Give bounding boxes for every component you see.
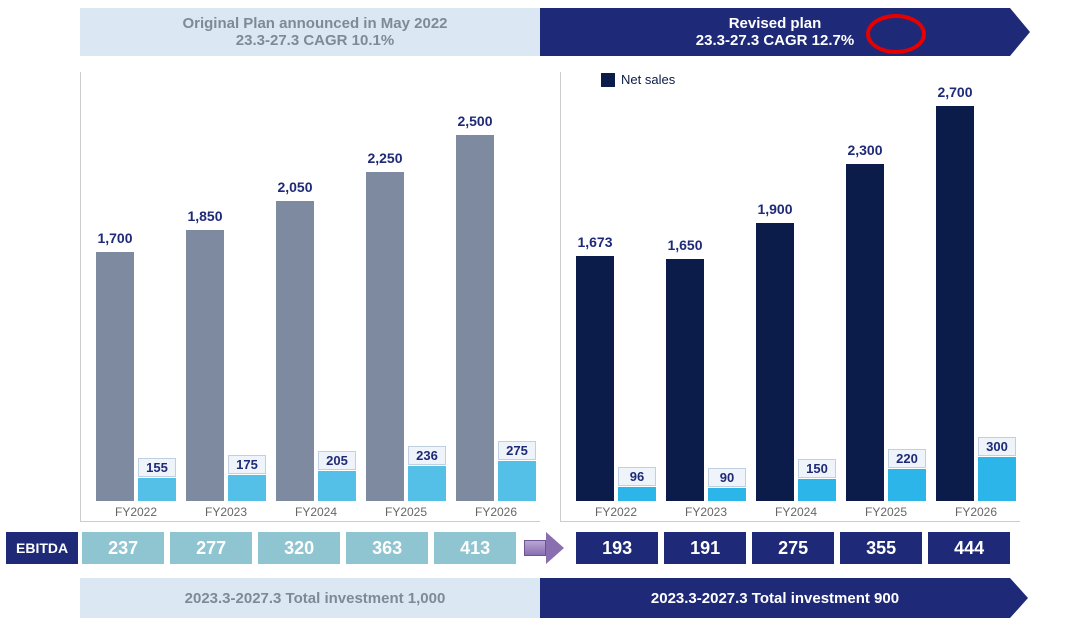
chart-revised: Net sales 1,673961,650901,9001502,300220… [560,72,1020,522]
bar-group: 2,300220 [846,164,926,501]
ebitda-original-cells: 237277320363413 [82,532,516,564]
bar-value-label: 2,300 [846,142,884,158]
xaxis-label: FY2025 [366,505,446,519]
xaxis-label: FY2022 [576,505,656,519]
bar-op: 175 [228,475,266,501]
bar-value-label: 275 [498,441,536,460]
arrow-right-icon [524,532,564,564]
xaxis-label: FY2026 [456,505,536,519]
ebitda-cell: 193 [576,532,658,564]
bar-value-label: 2,250 [366,150,404,166]
footer-original-text: 2023.3-2027.3 Total investment 1,000 [185,590,446,607]
bar-value-label: 1,650 [666,237,704,253]
bar-value-label: 2,700 [936,84,974,100]
xaxis-label: FY2022 [96,505,176,519]
ebitda-revised-cells: 193191275355444 [576,532,1010,564]
chart-original-area: 1,7001551,8501752,0502052,2502362,500275 [81,91,540,501]
bar-group: 2,050205 [276,201,356,501]
xaxis-label: FY2025 [846,505,926,519]
legend-swatch-icon [601,73,615,87]
chart-revised-area: 1,673961,650901,9001502,3002202,700300 [561,91,1020,501]
header-row: Original Plan announced in May 2022 23.3… [80,8,1020,56]
bar-op: 150 [798,479,836,501]
footer-revised-text: 2023.3-2027.3 Total investment 900 [651,590,899,607]
bar-value-label: 2,500 [456,113,494,129]
bar-netsales: 1,700 [96,252,134,501]
bar-value-label: 175 [228,455,266,474]
xaxis-label: FY2023 [186,505,266,519]
xaxis-label: FY2024 [276,505,356,519]
ebitda-cell: 237 [82,532,164,564]
header-revised-line2: 23.3-27.3 CAGR 12.7% [696,32,854,49]
ebitda-label: EBITDA [6,532,78,564]
chart-original: 1,7001551,8501752,0502052,2502362,500275… [80,72,540,522]
header-revised-line1: Revised plan [729,15,822,32]
bar-op: 300 [978,457,1016,501]
bar-op: 275 [498,461,536,501]
bar-op: 90 [708,488,746,501]
bar-op: 96 [618,487,656,501]
bar-value-label: 1,900 [756,201,794,217]
legend-label: Net sales [621,72,675,87]
bar-group: 2,500275 [456,135,536,501]
bar-netsales: 1,850 [186,230,224,501]
highlight-circle-icon [866,14,926,54]
bar-group: 1,850175 [186,230,266,501]
ebitda-cell: 320 [258,532,340,564]
ebitda-cell: 355 [840,532,922,564]
charts-row: 1,7001551,8501752,0502052,2502362,500275… [80,72,1020,522]
bar-netsales: 1,900 [756,223,794,501]
ebitda-cell: 444 [928,532,1010,564]
bar-netsales: 2,500 [456,135,494,501]
bar-group: 2,250236 [366,172,446,501]
bar-op: 155 [138,478,176,501]
ebitda-cell: 277 [170,532,252,564]
bar-value-label: 300 [978,437,1016,456]
header-original-line2: 23.3-27.3 CAGR 10.1% [236,32,394,49]
bar-op: 236 [408,466,446,501]
header-original-arrow: Original Plan announced in May 2022 23.3… [80,8,550,56]
bar-value-label: 2,050 [276,179,314,195]
bar-netsales: 1,650 [666,259,704,501]
bar-value-label: 150 [798,459,836,478]
bar-netsales: 2,050 [276,201,314,501]
bar-value-label: 1,850 [186,208,224,224]
bar-value-label: 220 [888,449,926,468]
ebitda-cell: 191 [664,532,746,564]
bar-value-label: 1,700 [96,230,134,246]
bar-group: 1,900150 [756,223,836,501]
bar-value-label: 205 [318,451,356,470]
ebitda-cell: 275 [752,532,834,564]
header-revised-arrow: Revised plan 23.3-27.3 CAGR 12.7% [540,8,1010,56]
bar-netsales: 2,250 [366,172,404,501]
bar-value-label: 90 [708,468,746,487]
bar-group: 1,700155 [96,252,176,501]
footer-original-arrow: 2023.3-2027.3 Total investment 1,000 [80,578,550,618]
bar-netsales: 2,700 [936,106,974,501]
bar-value-label: 155 [138,458,176,477]
header-original-line1: Original Plan announced in May 2022 [182,15,447,32]
bar-group: 1,67396 [576,256,656,501]
footer-revised-arrow: 2023.3-2027.3 Total investment 900 [540,578,1010,618]
ebitda-cell: 363 [346,532,428,564]
bar-netsales: 1,673 [576,256,614,501]
bar-netsales: 2,300 [846,164,884,501]
xaxis-label: FY2024 [756,505,836,519]
xaxis-label: FY2026 [936,505,1016,519]
footer-row: 2023.3-2027.3 Total investment 1,000 202… [80,578,1020,618]
bar-op: 220 [888,469,926,501]
legend-netsales: Net sales [601,72,675,87]
bar-value-label: 96 [618,467,656,486]
bar-op: 205 [318,471,356,501]
bar-group: 1,65090 [666,259,746,501]
xaxis-label: FY2023 [666,505,746,519]
bar-value-label: 236 [408,446,446,465]
ebitda-row: EBITDA 237277320363413 193191275355444 [6,532,1036,564]
bar-group: 2,700300 [936,106,1016,501]
bar-value-label: 1,673 [576,234,614,250]
ebitda-cell: 413 [434,532,516,564]
